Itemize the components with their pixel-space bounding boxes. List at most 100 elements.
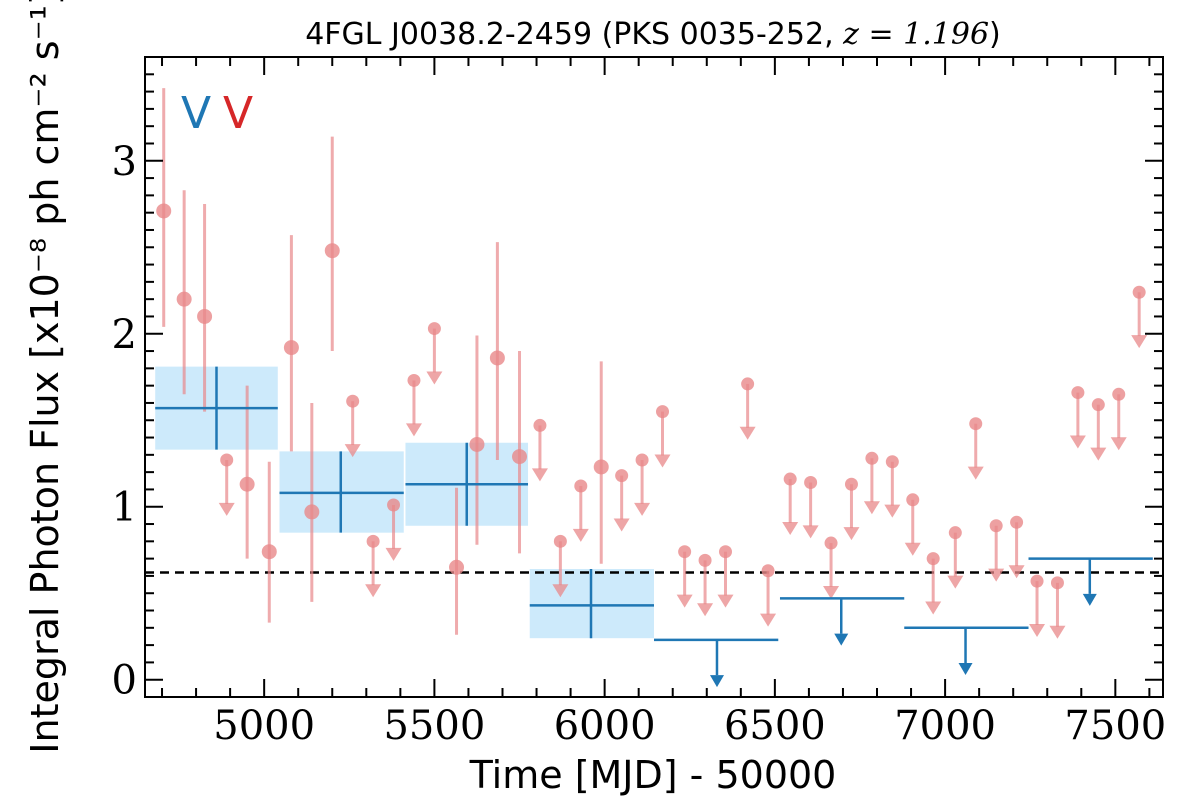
fine-upper-limit-point <box>783 472 797 486</box>
coarse-upper-limit-arrow <box>958 663 973 676</box>
fine-upper-limit-point <box>615 469 629 483</box>
y-tick-label: 2 <box>112 312 137 358</box>
fine-upper-limit-arrow <box>1069 435 1086 449</box>
fine-upper-limit-arrow <box>613 518 630 532</box>
y-tick-label: 3 <box>112 139 137 185</box>
fine-data-point <box>449 559 465 575</box>
fine-upper-limit-arrow <box>947 575 964 589</box>
fine-upper-limit-point <box>553 534 567 548</box>
fine-data-point <box>239 476 255 492</box>
fine-upper-limit-arrow <box>863 501 880 515</box>
legend-marker-blue: V <box>181 88 211 139</box>
fine-upper-limit-arrow <box>1131 335 1148 349</box>
fine-upper-limit-point <box>1112 387 1126 401</box>
fine-data-point <box>593 459 609 475</box>
fine-upper-limit-arrow <box>988 568 1005 582</box>
x-tick-label: 5500 <box>383 703 485 749</box>
fine-upper-limit-point <box>635 453 649 467</box>
y-axis-label: Integral Photon Flux [x10⁻⁸ ph cm⁻² s⁻¹] <box>23 0 67 754</box>
fine-upper-limit-point <box>804 476 818 490</box>
fine-upper-limit-point <box>865 451 879 465</box>
fine-upper-limit-arrow <box>884 504 901 518</box>
fine-upper-limit-arrow <box>904 542 921 556</box>
fine-upper-limit-arrow <box>823 585 840 599</box>
fine-upper-limit-arrow <box>782 521 799 535</box>
fine-upper-limit-point <box>989 519 1003 533</box>
coarse-upper-limit-arrow <box>1082 593 1097 606</box>
x-tick-label: 6000 <box>554 703 656 749</box>
fine-upper-limit-point <box>698 553 712 567</box>
fine-upper-limit-arrow <box>697 603 714 617</box>
plot-frame <box>144 56 1164 698</box>
fine-data-point <box>489 350 505 366</box>
fine-upper-limit-point <box>1091 398 1105 412</box>
fine-upper-limit-arrow <box>218 502 235 516</box>
axes: 5000 5500 6000 6500 7000 7500 0 1 2 3 <box>112 56 1166 749</box>
fine-upper-limit-point <box>906 493 920 507</box>
x-axis-label: Time [MJD] - 50000 <box>469 753 837 797</box>
legend-marker-red: V <box>223 88 253 139</box>
fine-upper-limit-arrow <box>967 466 984 480</box>
fine-upper-limit-point <box>346 394 360 408</box>
coarse-upper-limit-arrow <box>709 675 724 688</box>
fine-upper-limit-arrow <box>654 454 671 468</box>
fine-upper-limit-arrow <box>552 584 569 598</box>
fine-upper-limit-point <box>741 377 755 391</box>
fine-upper-limit-arrow <box>843 527 860 541</box>
y-tick-label: 1 <box>112 485 137 531</box>
fine-upper-limit-point <box>678 545 692 559</box>
x-tick-label: 7000 <box>894 703 996 749</box>
fine-data-point <box>197 308 213 324</box>
fine-upper-limit-arrow <box>405 423 422 437</box>
fine-upper-limit-point <box>885 455 899 469</box>
fine-upper-limit-arrow <box>739 426 756 440</box>
fine-data-point <box>469 436 485 452</box>
fine-upper-limit-point <box>969 417 983 431</box>
fine-data-point <box>304 504 320 520</box>
fine-upper-limit-point <box>1030 574 1044 588</box>
fine-upper-limit-point <box>948 526 962 540</box>
fine-upper-limit-arrow <box>344 444 361 458</box>
fine-upper-limit-point <box>407 373 421 387</box>
fine-upper-limit-point <box>1010 515 1024 529</box>
fine-data-point <box>512 449 528 465</box>
fine-upper-limit-arrow <box>426 371 443 385</box>
fine-upper-limit-arrow <box>717 594 734 608</box>
fine-upper-limit-arrow <box>1110 437 1127 451</box>
fine-upper-limit-arrow <box>1008 565 1025 579</box>
fine-upper-limit-arrow <box>1049 625 1066 639</box>
fine-data-point <box>261 544 277 560</box>
fine-upper-limit-arrow <box>634 502 651 516</box>
fine-upper-limit-arrow <box>531 468 548 482</box>
fine-upper-limit-arrow <box>676 594 693 608</box>
x-tick-label: 6500 <box>724 703 826 749</box>
y-tick-label: 0 <box>112 658 137 704</box>
fine-upper-limit-point <box>387 498 401 512</box>
fine-data-point <box>324 243 340 259</box>
fine-upper-limit-point <box>761 564 775 578</box>
x-tick-label: 7500 <box>1064 703 1166 749</box>
fine-upper-limit-point <box>844 477 858 491</box>
chart-title: 4FGL J0038.2-2459 (PKS 0035-252, z = 1.1… <box>305 17 1001 52</box>
fine-upper-limit-point <box>718 545 732 559</box>
fine-upper-limit-point <box>824 536 838 550</box>
plot-area <box>145 88 1163 688</box>
fine-upper-limit-point <box>926 552 940 566</box>
fine-upper-limit-arrow <box>1090 447 1107 461</box>
fine-upper-limit-point <box>220 453 234 467</box>
fine-upper-limit-point <box>533 418 547 432</box>
fine-upper-limit-arrow <box>925 601 942 615</box>
fine-upper-limit-point <box>1050 576 1064 590</box>
fine-data-point <box>156 203 172 219</box>
fine-upper-limit-arrow <box>572 528 589 542</box>
fine-upper-limit-point <box>366 534 380 548</box>
fine-upper-limit-point <box>1132 285 1146 299</box>
fine-upper-limit-point <box>574 479 588 493</box>
fine-upper-limit-point <box>656 405 670 419</box>
x-tick-label: 5000 <box>213 703 315 749</box>
fine-upper-limit-point <box>1071 386 1085 400</box>
coarse-upper-limit-arrow <box>834 633 849 646</box>
fine-upper-limit-arrow <box>760 613 777 627</box>
fine-upper-limit-point <box>427 322 441 336</box>
